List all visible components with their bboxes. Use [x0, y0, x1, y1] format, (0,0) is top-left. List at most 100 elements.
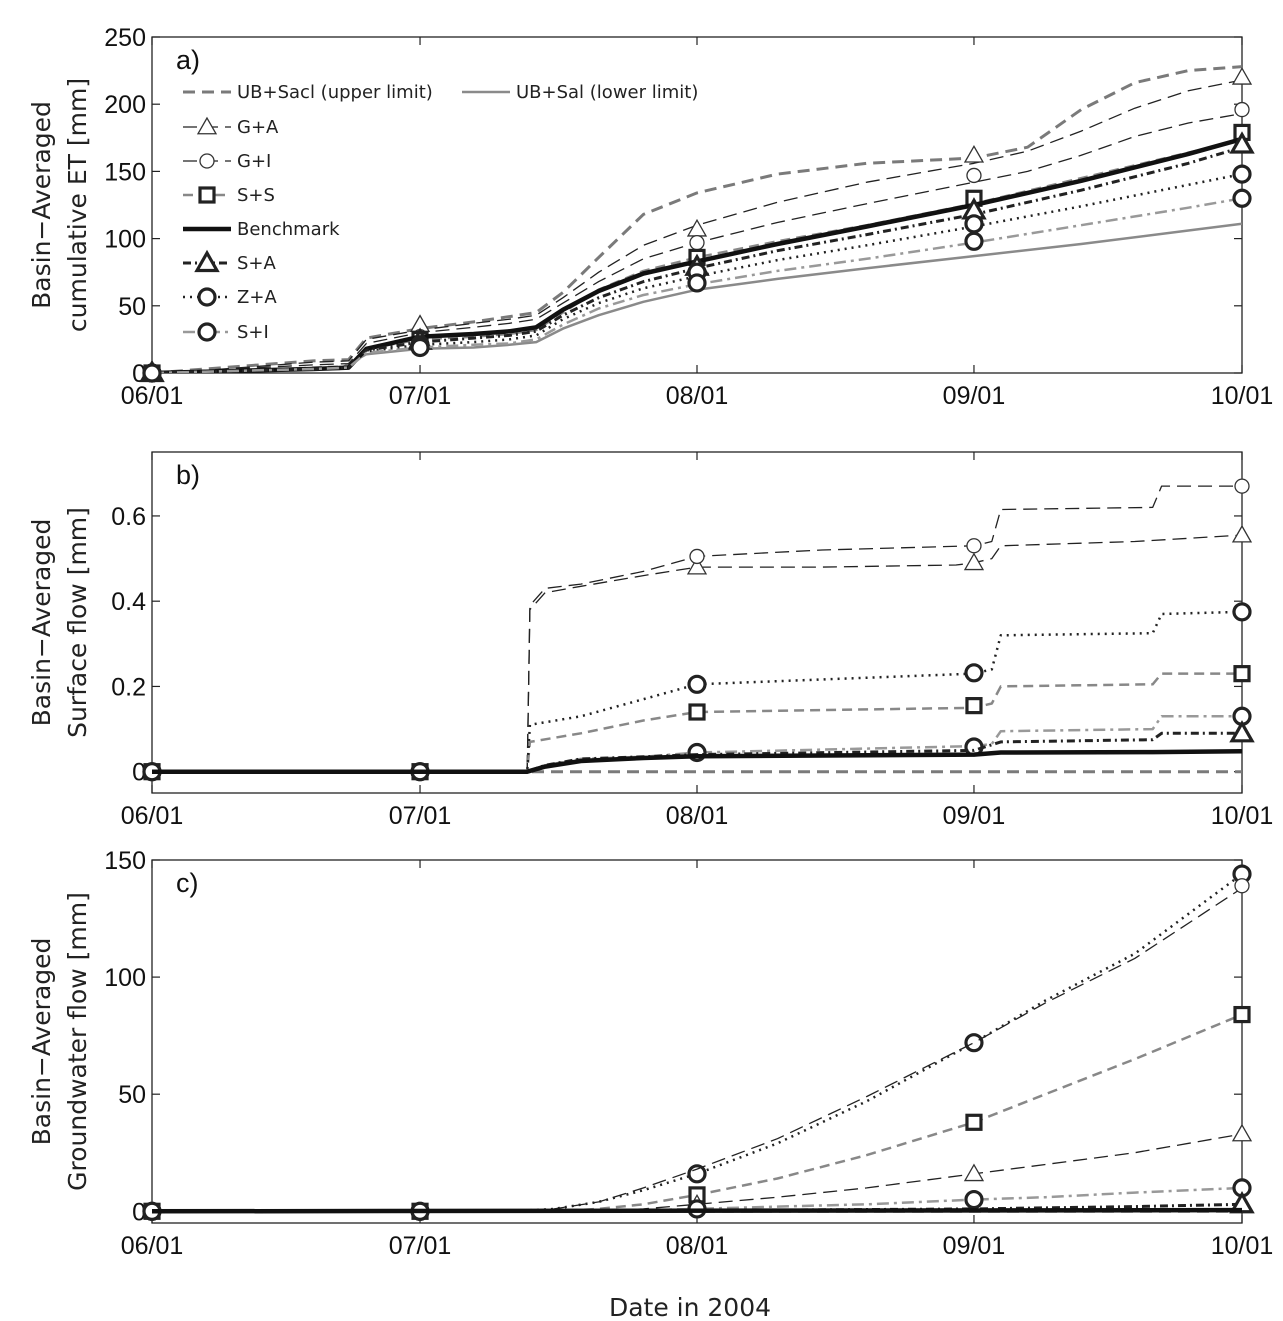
marker-g-i — [689, 548, 705, 565]
y-tick-label: 250 — [104, 24, 146, 52]
legend-label-benchmark: Benchmark — [237, 219, 340, 240]
x-tick-label: 09/01 — [943, 382, 1006, 410]
marker-s-s — [1233, 1005, 1251, 1024]
marker-z-a — [687, 674, 707, 694]
x-tick-label: 06/01 — [121, 1232, 184, 1260]
marker-s-s — [1233, 665, 1251, 683]
y-tick-label: 0.4 — [111, 588, 146, 616]
marker-g-a — [686, 556, 708, 575]
y-tick-label: 50 — [118, 1081, 146, 1109]
y-axis-title-line1: Basin−Averaged — [27, 101, 56, 309]
x-tick-label: 07/01 — [389, 802, 452, 830]
series-s-i — [152, 715, 1242, 773]
series-g-i — [152, 887, 1242, 1212]
series-line-s-a — [152, 145, 1242, 373]
legend-marker-s-a — [194, 249, 220, 273]
series-line-benchmark — [152, 1207, 1242, 1214]
y-tick-label: 150 — [104, 158, 146, 186]
series-g-i — [152, 112, 1242, 373]
y-tick-label: 150 — [104, 847, 146, 875]
marker-g-a — [963, 1163, 985, 1182]
marker-s-a — [1229, 720, 1255, 743]
series-g-a — [152, 79, 1242, 373]
series-ub-sacl-upper-limit — [152, 65, 1242, 373]
marker-s-i — [964, 1189, 984, 1210]
marker-z-a — [1232, 602, 1252, 622]
series-line-z-a — [152, 172, 1242, 373]
panel-label: b) — [176, 460, 200, 490]
marker-g-a — [963, 552, 985, 571]
marker-z-a — [964, 1033, 984, 1053]
legend-label-z-a: Z+A — [237, 287, 277, 308]
marker-g-i — [966, 167, 982, 184]
marker-s-i — [142, 363, 162, 383]
series-line-s-i — [152, 197, 1242, 373]
marker-z-a — [687, 1164, 707, 1184]
x-axis-title: Date in 2004 — [609, 1293, 771, 1321]
legend-label-s-s: S+S — [237, 185, 275, 206]
series-line-g-a — [152, 79, 1242, 373]
y-tick-label: 0 — [132, 1198, 146, 1226]
x-tick-label: 10/01 — [1211, 382, 1274, 410]
marker-g-a — [1231, 1123, 1253, 1142]
panel-label: c) — [176, 868, 199, 898]
series-line-s-i — [152, 715, 1242, 773]
marker-g-i — [966, 538, 982, 554]
marker-z-a — [964, 214, 984, 234]
x-tick-label: 06/01 — [121, 382, 184, 410]
series-line-g-i — [152, 112, 1242, 373]
y-tick-label: 0 — [132, 759, 146, 787]
legend: UB+Sacl (upper limit) UB+Sal (lower limit… — [183, 82, 698, 343]
marker-z-a — [964, 663, 984, 683]
y-tick-label: 0.2 — [111, 673, 146, 701]
x-tick-label: 07/01 — [389, 382, 452, 410]
series-line-g-i — [152, 485, 1242, 773]
legend-label-s-i: S+I — [237, 322, 269, 343]
series-benchmark — [152, 1207, 1242, 1214]
legend-label-s-a: S+A — [237, 253, 277, 274]
y-axis-title-line1: Basin−Averaged — [27, 519, 56, 727]
marker-g-a — [1231, 524, 1253, 543]
series-s-a — [152, 145, 1242, 373]
y-tick-label: 0.6 — [111, 503, 146, 531]
legend-label-g-i: G+I — [237, 151, 271, 172]
x-tick-label: 10/01 — [1211, 1232, 1274, 1260]
y-axis-title-line2: cumulative ET [mm] — [63, 78, 92, 332]
marker-s-i — [1232, 188, 1252, 208]
legend-marker-z-a — [197, 287, 217, 307]
axes-frame — [151, 451, 1243, 794]
x-tick-label: 08/01 — [666, 1232, 729, 1260]
x-tick-label: 09/01 — [943, 802, 1006, 830]
x-tick-label: 08/01 — [666, 382, 729, 410]
marker-g-i — [1234, 101, 1250, 118]
marker-s-s — [965, 1113, 983, 1131]
marker-s-s — [965, 697, 983, 715]
marker-g-i — [1234, 878, 1250, 894]
legend-label-ub-sal-lower-limit: UB+Sal (lower limit) — [516, 82, 698, 103]
y-axis-title-line2: Surface flow [mm] — [63, 507, 92, 738]
legend-marker-g-i — [199, 153, 215, 169]
legend-marker-s-i — [197, 322, 217, 342]
series-benchmark — [152, 748, 1242, 774]
y-axis-title-line1: Basin−Averaged — [27, 938, 56, 1146]
y-tick-label: 50 — [118, 293, 146, 321]
series-z-a — [152, 610, 1242, 773]
chart-panel-b: 06/01 07/01 08/01 09/01 10/01 0 0.2 0.4 0.6 Basin… — [27, 451, 1274, 830]
x-tick-label: 07/01 — [389, 1232, 452, 1260]
series-line-ub-sacl-upper-limit — [152, 65, 1242, 373]
series-s-i — [152, 197, 1242, 373]
y-tick-label: 100 — [104, 226, 146, 254]
marker-s-i — [687, 273, 707, 293]
series-s-s — [152, 1013, 1242, 1213]
series-line-z-a — [152, 610, 1242, 773]
x-tick-label: 06/01 — [121, 802, 184, 830]
y-tick-label: 100 — [104, 964, 146, 992]
marker-g-a — [963, 144, 985, 163]
marker-g-i — [689, 234, 705, 251]
series-g-i — [152, 485, 1242, 773]
series-line-g-i — [152, 887, 1242, 1212]
plot-root: 06/01 07/01 08/01 09/01 10/01 0 50 100 150 200 250… — [27, 24, 1273, 1260]
x-tick-label: 10/01 — [1211, 802, 1274, 830]
chart-panel-c: 06/01 07/01 08/01 09/01 10/01 0 50 100 150 Basin−… — [27, 847, 1273, 1260]
